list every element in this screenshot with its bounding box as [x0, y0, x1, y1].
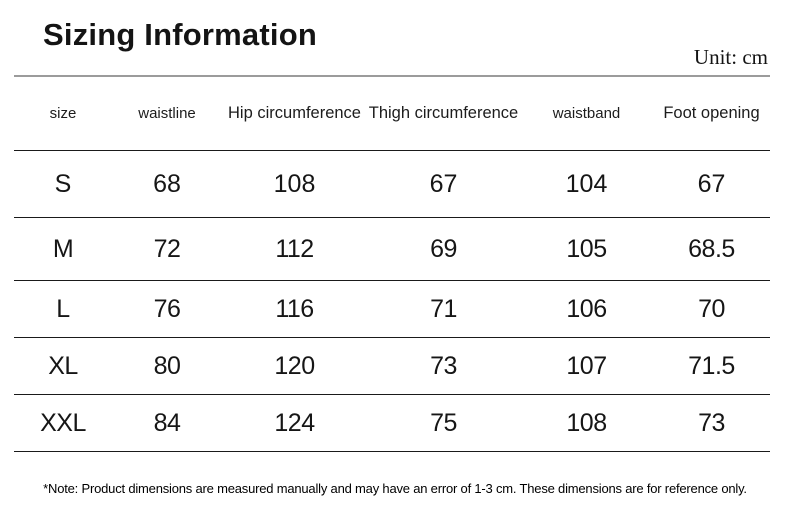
value-cell: 72 — [112, 217, 222, 281]
value-cell: 108 — [520, 394, 653, 452]
value-cell: 68.5 — [653, 217, 770, 281]
column-header-waistline: waistline — [112, 76, 222, 151]
sizing-table: size waistline Hip circumference Thigh circ… — [14, 75, 770, 452]
value-cell: 105 — [520, 217, 653, 281]
size-cell: L — [14, 280, 112, 338]
column-header-waistband: waistband — [520, 76, 653, 151]
value-cell: 108 — [222, 150, 367, 218]
value-cell: 124 — [222, 394, 367, 452]
value-cell: 84 — [112, 394, 222, 452]
value-cell: 70 — [653, 280, 770, 338]
note-text: *Note: Product dimensions are measured m… — [43, 481, 747, 496]
table-header-row: size waistline Hip circumference Thigh circ… — [14, 76, 770, 151]
size-cell: XXL — [14, 394, 112, 452]
value-cell: 120 — [222, 337, 367, 395]
table-row: S 68 108 67 104 67 — [14, 150, 770, 218]
size-cell: M — [14, 217, 112, 281]
value-cell: 106 — [520, 280, 653, 338]
value-cell: 112 — [222, 217, 367, 281]
table-row: L 76 116 71 106 70 — [14, 280, 770, 338]
value-cell: 71 — [367, 280, 520, 338]
value-cell: 116 — [222, 280, 367, 338]
table-row: XXL 84 124 75 108 73 — [14, 394, 770, 452]
page-header: Sizing Information Unit: cm — [0, 0, 790, 75]
value-cell: 104 — [520, 150, 653, 218]
page-title: Sizing Information — [43, 17, 317, 52]
value-cell: 75 — [367, 394, 520, 452]
value-cell: 107 — [520, 337, 653, 395]
column-header-hip-circumference: Hip circumference — [222, 76, 367, 151]
table-row: M 72 112 69 105 68.5 — [14, 217, 770, 281]
unit-label: Unit: cm — [693, 45, 768, 69]
value-cell: 67 — [653, 150, 770, 218]
value-cell: 71.5 — [653, 337, 770, 395]
column-header-foot-opening: Foot opening — [653, 76, 770, 151]
value-cell: 73 — [367, 337, 520, 395]
size-cell: XL — [14, 337, 112, 395]
value-cell: 80 — [112, 337, 222, 395]
size-cell: S — [14, 150, 112, 218]
column-header-size: size — [14, 76, 112, 151]
value-cell: 68 — [112, 150, 222, 218]
column-header-thigh-circumference: Thigh circumference — [367, 76, 520, 151]
table-row: XL 80 120 73 107 71.5 — [14, 337, 770, 395]
value-cell: 73 — [653, 394, 770, 452]
value-cell: 76 — [112, 280, 222, 338]
value-cell: 67 — [367, 150, 520, 218]
value-cell: 69 — [367, 217, 520, 281]
